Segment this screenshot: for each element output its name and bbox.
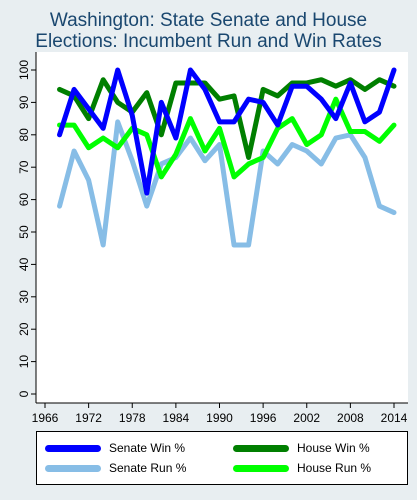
x-tick-label: 1972 (75, 411, 102, 425)
chart-title: Washington: State Senate and House Elect… (0, 10, 417, 52)
legend-swatch-senate-run (45, 464, 101, 472)
legend-swatch-house-run (233, 464, 289, 472)
y-tick-label: 40 (17, 257, 31, 271)
legend: Senate Win % House Win % Senate Run % Ho… (36, 431, 408, 485)
legend-swatch-senate-win (45, 444, 101, 452)
x-axis: 1966 1972 1978 1984 1990 1996 2002 2008 2014 (32, 402, 408, 425)
legend-label-house-run: House Run % (297, 461, 372, 475)
chart-title-line-1: Washington: State Senate and House (49, 10, 368, 31)
x-tick-label: 2002 (293, 411, 320, 425)
x-tick-label: 1984 (163, 411, 190, 425)
y-tick-label: 100 (17, 60, 31, 80)
x-tick-label: 1990 (206, 411, 233, 425)
series-line-house-run (57, 96, 397, 180)
legend-item-senate-win: Senate Win % (45, 439, 185, 457)
chart-title-line-2: Elections: Incumbent Run and Win Rates (35, 31, 382, 52)
y-tick-label: 0 (17, 390, 31, 397)
x-tick-label: 2014 (381, 411, 408, 425)
y-axis: 0 10 20 30 40 50 60 70 80 90 100 (17, 52, 37, 403)
y-tick-label: 60 (17, 193, 31, 207)
legend-item-senate-run: Senate Run % (45, 459, 186, 477)
y-tick-label: 80 (17, 128, 31, 142)
x-tick-label: 1996 (250, 411, 277, 425)
y-tick-label: 30 (17, 290, 31, 304)
legend-item-house-win: House Win % (233, 439, 370, 457)
legend-label-senate-win: Senate Win % (109, 441, 186, 455)
x-tick-label: 1966 (32, 411, 59, 425)
legend-label-senate-run: Senate Run % (109, 461, 187, 475)
series-line-house-win (57, 77, 397, 160)
y-tick-label: 50 (17, 225, 31, 239)
y-tick-label: 70 (17, 160, 31, 174)
x-tick-label: 1978 (119, 411, 146, 425)
legend-swatch-house-win (233, 444, 289, 452)
series-line-senate-run (57, 119, 397, 248)
legend-label-house-win: House Win % (297, 441, 370, 455)
y-tick-label: 90 (17, 95, 31, 109)
y-tick-label: 20 (17, 322, 31, 336)
series-line-senate-win (57, 67, 397, 196)
legend-item-house-run: House Run % (233, 459, 371, 477)
x-tick-label: 2008 (337, 411, 364, 425)
series-layer (57, 67, 397, 248)
y-tick-label: 10 (17, 355, 31, 369)
